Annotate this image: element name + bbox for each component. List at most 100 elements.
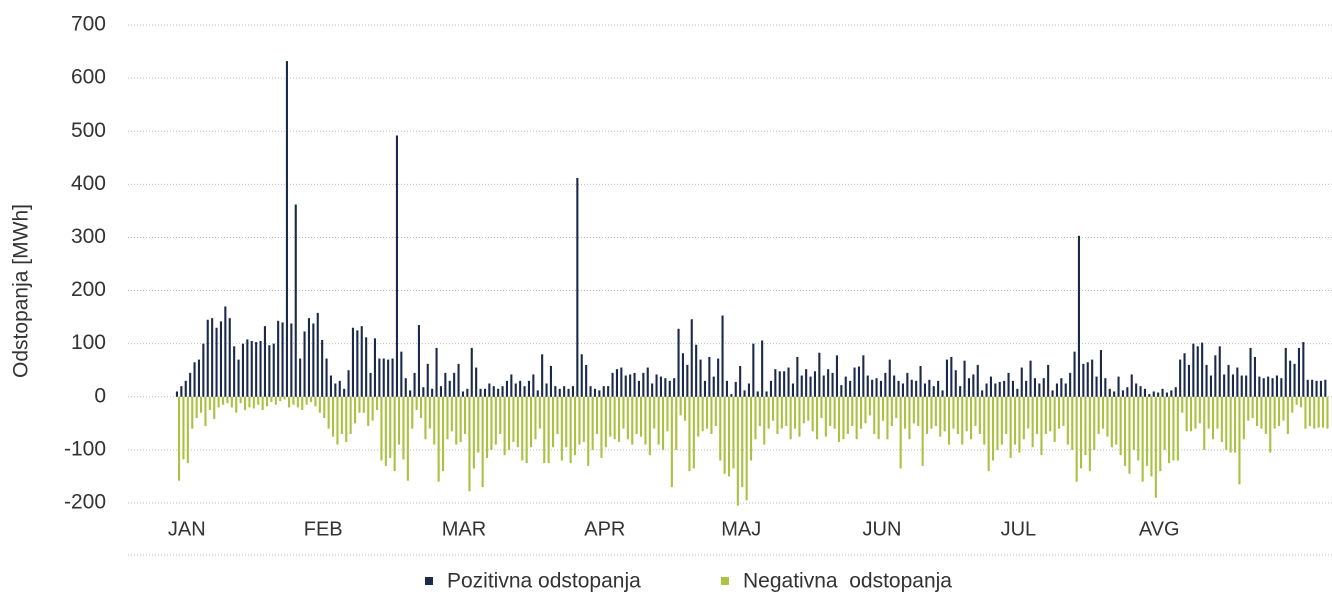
bar bbox=[1304, 396, 1307, 429]
bar bbox=[426, 363, 429, 397]
bar bbox=[1220, 396, 1223, 442]
bar bbox=[261, 396, 264, 411]
bar bbox=[1058, 396, 1061, 429]
bar bbox=[1084, 396, 1087, 456]
bar bbox=[1176, 396, 1179, 461]
bar bbox=[178, 396, 181, 481]
bar bbox=[468, 396, 471, 492]
bar bbox=[373, 338, 376, 397]
bar bbox=[1053, 396, 1056, 442]
bar bbox=[932, 386, 935, 397]
bar bbox=[1264, 396, 1267, 434]
bar bbox=[422, 387, 425, 397]
bar bbox=[864, 396, 867, 424]
bar bbox=[1242, 396, 1245, 440]
bar bbox=[206, 319, 209, 397]
bar bbox=[1119, 396, 1122, 456]
bar bbox=[266, 396, 269, 407]
bar bbox=[486, 396, 489, 458]
bar bbox=[1044, 396, 1047, 434]
y-axis-label: Odstopanja [MWh] bbox=[10, 204, 33, 378]
bar bbox=[664, 378, 667, 397]
bar bbox=[1075, 396, 1078, 482]
bar bbox=[873, 396, 876, 434]
bar bbox=[1163, 396, 1166, 450]
bar bbox=[184, 380, 187, 397]
bar bbox=[1236, 367, 1239, 397]
y-tick-label: 400 bbox=[71, 172, 106, 195]
bar bbox=[657, 396, 660, 445]
bar bbox=[444, 372, 447, 397]
bar bbox=[534, 396, 537, 440]
bar bbox=[215, 327, 218, 397]
bar bbox=[299, 358, 302, 397]
x-tick-label: JUN bbox=[863, 518, 902, 540]
bar bbox=[382, 358, 385, 397]
bar bbox=[596, 396, 599, 434]
bar bbox=[1172, 396, 1175, 461]
bar bbox=[501, 386, 504, 397]
bar bbox=[1205, 364, 1208, 397]
bar bbox=[1082, 363, 1085, 397]
bar bbox=[950, 356, 953, 397]
bar bbox=[1088, 396, 1091, 472]
bar bbox=[530, 396, 533, 448]
bar bbox=[1313, 396, 1316, 429]
bar bbox=[483, 388, 486, 397]
bar bbox=[1271, 378, 1274, 397]
bar bbox=[998, 381, 1001, 397]
bar bbox=[1025, 380, 1028, 397]
bar bbox=[655, 374, 658, 397]
bar bbox=[719, 396, 722, 461]
bar bbox=[989, 376, 992, 397]
bar bbox=[1260, 396, 1263, 429]
bar bbox=[767, 396, 770, 429]
bar bbox=[1185, 396, 1188, 432]
bar bbox=[961, 396, 964, 445]
bar bbox=[959, 386, 962, 397]
bar bbox=[686, 364, 689, 397]
bar bbox=[1159, 396, 1162, 472]
bar bbox=[835, 355, 838, 397]
bar bbox=[712, 376, 715, 397]
bar bbox=[662, 396, 665, 450]
bar bbox=[587, 396, 590, 466]
bar bbox=[250, 341, 253, 397]
bar bbox=[743, 390, 746, 397]
bar bbox=[1093, 396, 1096, 450]
bar bbox=[701, 396, 704, 432]
bar bbox=[1033, 378, 1036, 397]
bar bbox=[789, 396, 792, 440]
bar bbox=[1300, 396, 1303, 408]
bar bbox=[433, 396, 436, 445]
bar bbox=[783, 371, 786, 397]
bar bbox=[277, 320, 280, 397]
bar bbox=[1297, 347, 1300, 397]
bar bbox=[763, 396, 766, 445]
bar bbox=[646, 367, 649, 397]
bar bbox=[644, 396, 647, 445]
bar bbox=[565, 396, 568, 448]
bar bbox=[879, 380, 882, 397]
bar bbox=[241, 343, 244, 397]
bar bbox=[1278, 396, 1281, 426]
y-tick-label: 500 bbox=[71, 119, 106, 142]
bar bbox=[745, 396, 748, 501]
bar bbox=[1036, 396, 1039, 434]
bar bbox=[1183, 353, 1186, 397]
bar bbox=[369, 372, 372, 397]
bar bbox=[340, 396, 343, 434]
x-tick-label: APR bbox=[584, 518, 625, 540]
y-tick-label: 0 bbox=[94, 384, 106, 407]
bar bbox=[849, 380, 852, 397]
bar bbox=[736, 396, 739, 506]
bar bbox=[895, 396, 898, 419]
bar bbox=[765, 391, 768, 397]
bar bbox=[1306, 379, 1309, 397]
bar bbox=[934, 396, 937, 426]
bar bbox=[818, 352, 821, 397]
bar bbox=[527, 380, 530, 397]
bar bbox=[1104, 378, 1107, 397]
bar bbox=[802, 396, 805, 424]
